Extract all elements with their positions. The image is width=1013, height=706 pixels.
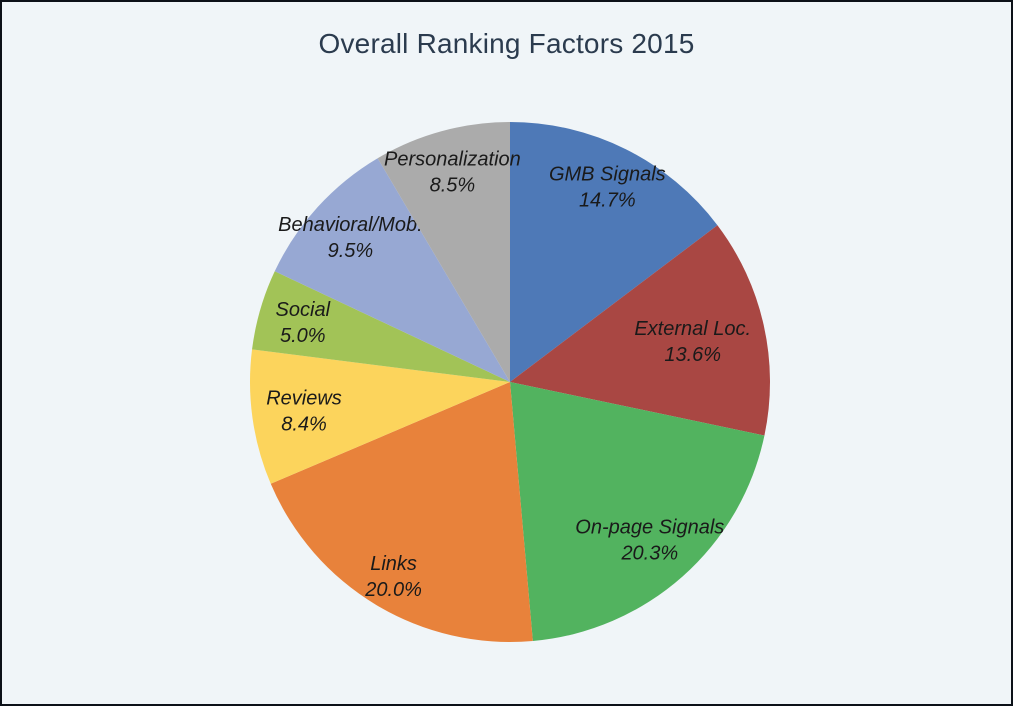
pie-label-personalization: Personalization 8.5% — [384, 148, 521, 196]
pie-slice-links — [270, 382, 533, 642]
pie-label-links: Links 20.0% — [364, 553, 422, 601]
pie-slice-social — [252, 271, 511, 382]
pie-slice-reviews — [249, 349, 510, 484]
pie-slice-on-page-signals — [510, 382, 765, 641]
pie-slice-personalization — [377, 122, 510, 382]
pie-label-gmb-signals: GMB Signals 14.7% — [549, 164, 666, 212]
pie-label-social: Social 5.0% — [276, 299, 331, 347]
pie-label-behavioral-mob: Behavioral/Mob. 9.5% — [278, 214, 423, 262]
pie-slice-behavioral-mob — [274, 158, 510, 382]
pie-slice-gmb-signals — [510, 122, 718, 382]
pie-label-on-page-signals: On-page Signals 20.3% — [575, 517, 724, 565]
chart-title: Overall Ranking Factors 2015 — [318, 28, 695, 59]
pie-label-external-loc: External Loc. 13.6% — [634, 318, 751, 366]
pie-label-reviews: Reviews 8.4% — [266, 388, 342, 436]
pie-slice-external-loc — [510, 225, 770, 436]
